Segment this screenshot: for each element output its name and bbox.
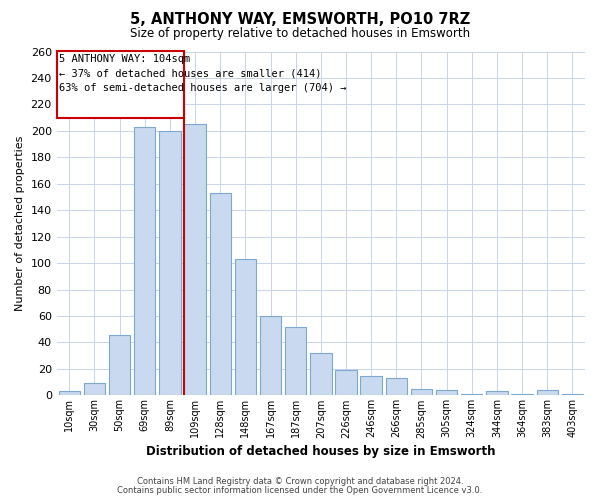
Y-axis label: Number of detached properties: Number of detached properties — [15, 136, 25, 311]
Text: 5 ANTHONY WAY: 104sqm
← 37% of detached houses are smaller (414)
63% of semi-det: 5 ANTHONY WAY: 104sqm ← 37% of detached … — [59, 54, 347, 93]
Bar — [461, 394, 482, 396]
Bar — [436, 390, 457, 396]
Bar — [209, 193, 231, 396]
Text: Size of property relative to detached houses in Emsworth: Size of property relative to detached ho… — [130, 28, 470, 40]
Bar — [536, 390, 558, 396]
Bar — [260, 316, 281, 396]
Bar — [285, 326, 307, 396]
Bar — [184, 124, 206, 396]
Bar — [56, 52, 184, 118]
Bar — [486, 392, 508, 396]
Bar — [109, 334, 130, 396]
Bar — [335, 370, 356, 396]
Bar — [562, 394, 583, 396]
Bar — [134, 127, 155, 396]
Bar — [310, 353, 332, 396]
Text: 5, ANTHONY WAY, EMSWORTH, PO10 7RZ: 5, ANTHONY WAY, EMSWORTH, PO10 7RZ — [130, 12, 470, 28]
Bar — [361, 376, 382, 396]
Bar — [411, 389, 432, 396]
Text: Contains public sector information licensed under the Open Government Licence v3: Contains public sector information licen… — [118, 486, 482, 495]
Bar — [84, 384, 105, 396]
Bar — [159, 131, 181, 396]
Bar — [511, 394, 533, 396]
Bar — [386, 378, 407, 396]
X-axis label: Distribution of detached houses by size in Emsworth: Distribution of detached houses by size … — [146, 444, 496, 458]
Bar — [59, 392, 80, 396]
Text: Contains HM Land Registry data © Crown copyright and database right 2024.: Contains HM Land Registry data © Crown c… — [137, 477, 463, 486]
Bar — [235, 259, 256, 396]
